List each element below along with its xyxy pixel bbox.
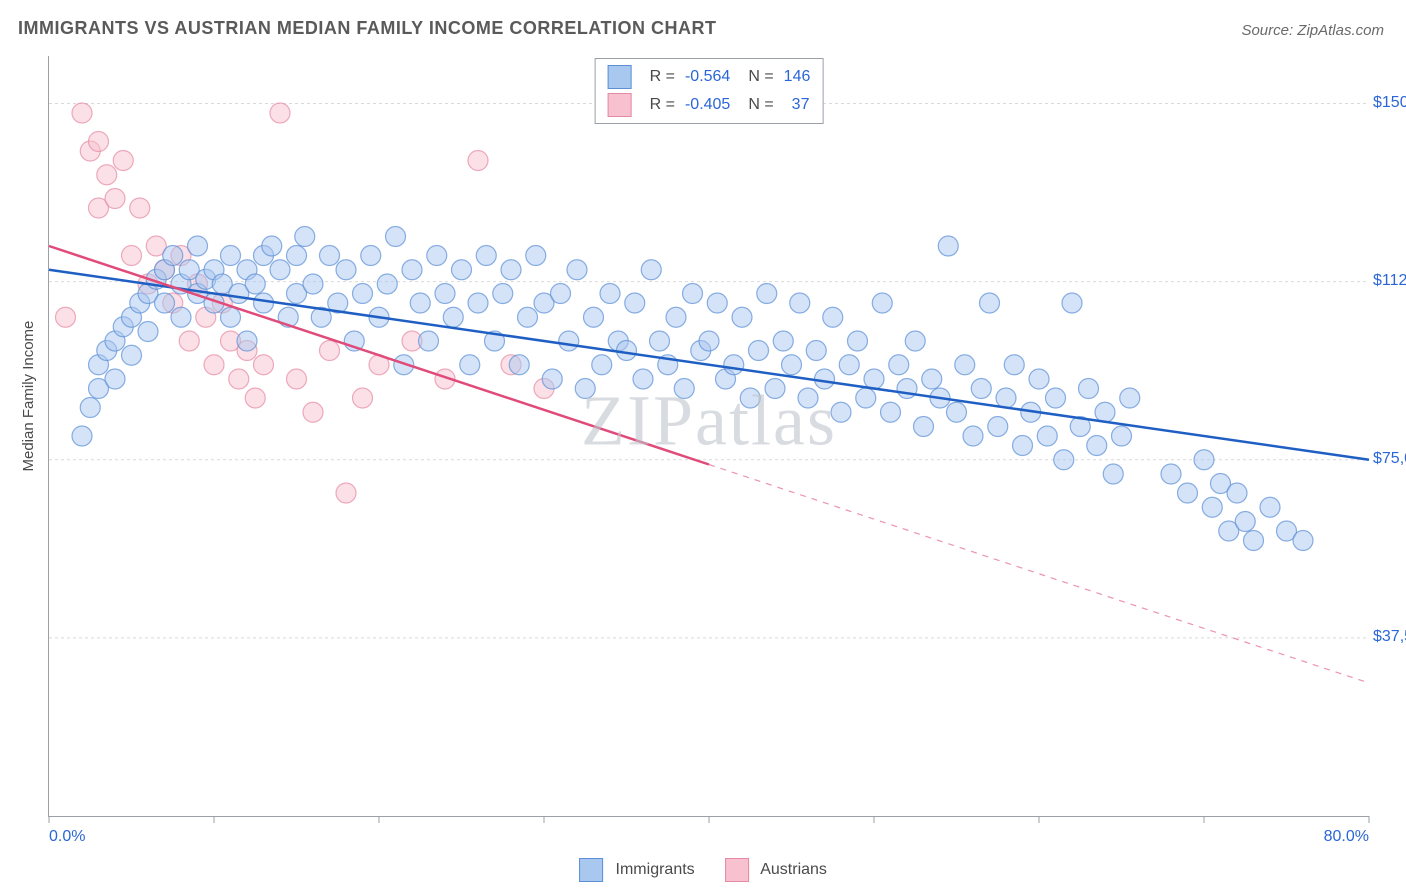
y-tick-label: $75,000 [1373, 450, 1406, 468]
legend-n-value: 37 [784, 96, 810, 114]
legend-n-label: N = [748, 68, 773, 86]
legend-r-value: -0.564 [685, 68, 730, 86]
legend-item-austrians: Austrians [725, 858, 827, 882]
y-axis-label: Median Family Income [20, 321, 37, 472]
series-legend: Immigrants Austrians [579, 858, 827, 882]
legend-n-value: 146 [784, 68, 811, 86]
legend-n-label: N = [748, 96, 773, 114]
legend-swatch-immigrants [608, 65, 632, 89]
plot-area: ZIPatlas R = -0.564 N = 146 R = -0.405 N… [48, 56, 1369, 817]
y-tick-label: $37,500 [1373, 628, 1406, 646]
correlation-legend: R = -0.564 N = 146 R = -0.405 N = 37 [595, 58, 824, 124]
x-min-label: 0.0% [49, 828, 85, 846]
legend-swatch-austrians-icon [725, 858, 749, 882]
y-tick-label: $112,500 [1373, 272, 1406, 290]
legend-row-immigrants: R = -0.564 N = 146 [608, 63, 811, 91]
legend-swatch-immigrants-icon [579, 858, 603, 882]
legend-row-austrians: R = -0.405 N = 37 [608, 91, 811, 119]
chart-title: IMMIGRANTS VS AUSTRIAN MEDIAN FAMILY INC… [18, 18, 717, 39]
legend-label: Austrians [760, 861, 827, 878]
plot-svg [49, 56, 1369, 816]
y-tick-label: $150,000 [1373, 94, 1406, 112]
chart-root: IMMIGRANTS VS AUSTRIAN MEDIAN FAMILY INC… [0, 0, 1406, 892]
legend-swatch-austrians [608, 93, 632, 117]
legend-r-label: R = [650, 68, 675, 86]
legend-r-label: R = [650, 96, 675, 114]
legend-label: Immigrants [616, 861, 695, 878]
legend-r-value: -0.405 [685, 96, 730, 114]
x-max-label: 80.0% [1324, 828, 1369, 846]
legend-item-immigrants: Immigrants [579, 858, 695, 882]
source-attribution: Source: ZipAtlas.com [1241, 22, 1384, 39]
